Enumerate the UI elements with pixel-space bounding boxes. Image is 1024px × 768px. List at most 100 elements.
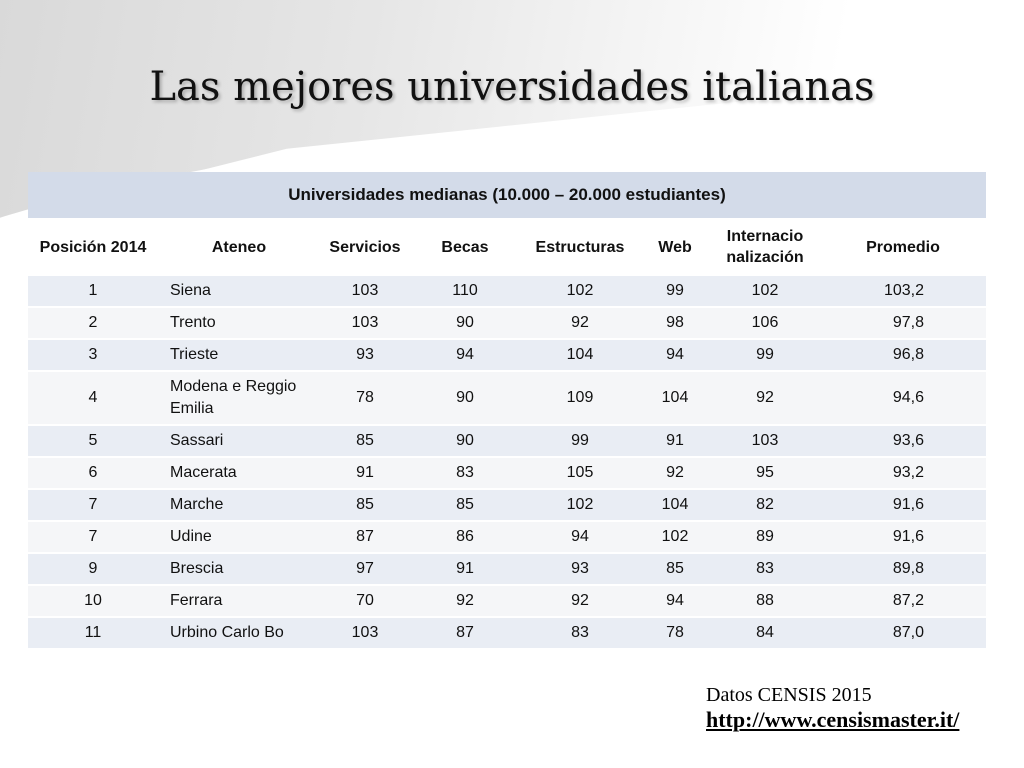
table-row: 7 Udine 87 86 94 102 89 91,6: [28, 521, 987, 554]
cell-estructuras: 92: [520, 307, 640, 340]
table-row: 1 Siena 103 110 102 99 102 103,2: [28, 275, 987, 308]
cell-web: 91: [640, 425, 710, 458]
cell-promedio: 91,6: [820, 489, 987, 522]
cell-promedio: 94,6: [820, 371, 987, 426]
cell-promedio: 97,8: [820, 307, 987, 340]
cell-becas: 94: [410, 339, 520, 372]
cell-servicios: 85: [320, 489, 410, 522]
cell-estructuras: 105: [520, 457, 640, 490]
table-row: 5 Sassari 85 90 99 91 103 93,6: [28, 425, 987, 458]
slide-title: Las mejores universidades italianas: [149, 64, 875, 110]
universities-table: Universidades medianas (10.000 – 20.000 …: [28, 172, 987, 650]
cell-posicion: 7: [28, 521, 158, 554]
cell-becas: 90: [410, 307, 520, 340]
cell-ateneo: Urbino Carlo Bo: [158, 617, 320, 650]
cell-posicion: 5: [28, 425, 158, 458]
source-block: Datos CENSIS 2015 http://www.censismaste…: [706, 683, 959, 733]
cell-servicios: 85: [320, 425, 410, 458]
cell-promedio: 96,8: [820, 339, 987, 372]
cell-web: 94: [640, 585, 710, 618]
cell-web: 92: [640, 457, 710, 490]
table-row: 11 Urbino Carlo Bo 103 87 83 78 84 87,0: [28, 617, 987, 650]
table-caption: Universidades medianas (10.000 – 20.000 …: [28, 172, 987, 220]
cell-internacionalizacion: 83: [710, 553, 820, 586]
col-header-web: Web: [640, 219, 710, 276]
cell-becas: 92: [410, 585, 520, 618]
cell-servicios: 70: [320, 585, 410, 618]
cell-ateneo: Trento: [158, 307, 320, 340]
cell-servicios: 87: [320, 521, 410, 554]
cell-internacionalizacion: 88: [710, 585, 820, 618]
cell-ateneo: Siena: [158, 275, 320, 308]
cell-internacionalizacion: 95: [710, 457, 820, 490]
cell-servicios: 103: [320, 307, 410, 340]
col-header-internacionalizacion: Internacio nalización: [710, 219, 820, 276]
cell-posicion: 6: [28, 457, 158, 490]
cell-estructuras: 83: [520, 617, 640, 650]
cell-promedio: 93,6: [820, 425, 987, 458]
cell-web: 78: [640, 617, 710, 650]
cell-ateneo: Udine: [158, 521, 320, 554]
source-link[interactable]: http://www.censismaster.it/: [706, 707, 960, 732]
col-header-estructuras: Estructuras: [520, 219, 640, 276]
cell-servicios: 93: [320, 339, 410, 372]
cell-servicios: 78: [320, 371, 410, 426]
cell-internacionalizacion: 89: [710, 521, 820, 554]
cell-web: 94: [640, 339, 710, 372]
cell-posicion: 4: [28, 371, 158, 426]
cell-becas: 83: [410, 457, 520, 490]
table-row: 4 Modena e Reggio Emilia 78 90 109 104 92 94,6: [28, 371, 987, 426]
cell-ateneo: Marche: [158, 489, 320, 522]
cell-ateneo: Modena e Reggio Emilia: [158, 371, 320, 426]
cell-becas: 85: [410, 489, 520, 522]
cell-promedio: 93,2: [820, 457, 987, 490]
cell-web: 104: [640, 489, 710, 522]
cell-internacionalizacion: 99: [710, 339, 820, 372]
cell-servicios: 91: [320, 457, 410, 490]
cell-estructuras: 99: [520, 425, 640, 458]
table-row: 7 Marche 85 85 102 104 82 91,6: [28, 489, 987, 522]
cell-internacionalizacion: 106: [710, 307, 820, 340]
cell-promedio: 87,2: [820, 585, 987, 618]
table-row: 3 Trieste 93 94 104 94 99 96,8: [28, 339, 987, 372]
col-header-posicion: Posición 2014: [28, 219, 158, 276]
cell-estructuras: 102: [520, 275, 640, 308]
cell-becas: 91: [410, 553, 520, 586]
table-header-row: Posición 2014 Ateneo Servicios Becas Est…: [28, 219, 987, 276]
cell-posicion: 7: [28, 489, 158, 522]
cell-ateneo: Sassari: [158, 425, 320, 458]
cell-becas: 90: [410, 425, 520, 458]
cell-posicion: 9: [28, 553, 158, 586]
table-row: 6 Macerata 91 83 105 92 95 93,2: [28, 457, 987, 490]
cell-promedio: 91,6: [820, 521, 987, 554]
cell-internacionalizacion: 82: [710, 489, 820, 522]
cell-ateneo: Trieste: [158, 339, 320, 372]
cell-estructuras: 94: [520, 521, 640, 554]
source-label: Datos CENSIS 2015: [706, 684, 872, 706]
col-header-ateneo: Ateneo: [158, 219, 320, 276]
cell-promedio: 87,0: [820, 617, 987, 650]
cell-promedio: 89,8: [820, 553, 987, 586]
cell-becas: 86: [410, 521, 520, 554]
cell-posicion: 1: [28, 275, 158, 308]
cell-web: 102: [640, 521, 710, 554]
cell-ateneo: Macerata: [158, 457, 320, 490]
cell-servicios: 103: [320, 617, 410, 650]
cell-estructuras: 104: [520, 339, 640, 372]
col-header-servicios: Servicios: [320, 219, 410, 276]
cell-web: 104: [640, 371, 710, 426]
col-header-promedio: Promedio: [820, 219, 987, 276]
cell-estructuras: 92: [520, 585, 640, 618]
cell-internacionalizacion: 84: [710, 617, 820, 650]
cell-estructuras: 93: [520, 553, 640, 586]
cell-becas: 110: [410, 275, 520, 308]
table-caption-row: Universidades medianas (10.000 – 20.000 …: [28, 172, 987, 220]
cell-posicion: 10: [28, 585, 158, 618]
cell-internacionalizacion: 103: [710, 425, 820, 458]
cell-posicion: 3: [28, 339, 158, 372]
col-header-becas: Becas: [410, 219, 520, 276]
table-row: 9 Brescia 97 91 93 85 83 89,8: [28, 553, 987, 586]
cell-internacionalizacion: 102: [710, 275, 820, 308]
cell-servicios: 97: [320, 553, 410, 586]
cell-web: 99: [640, 275, 710, 308]
